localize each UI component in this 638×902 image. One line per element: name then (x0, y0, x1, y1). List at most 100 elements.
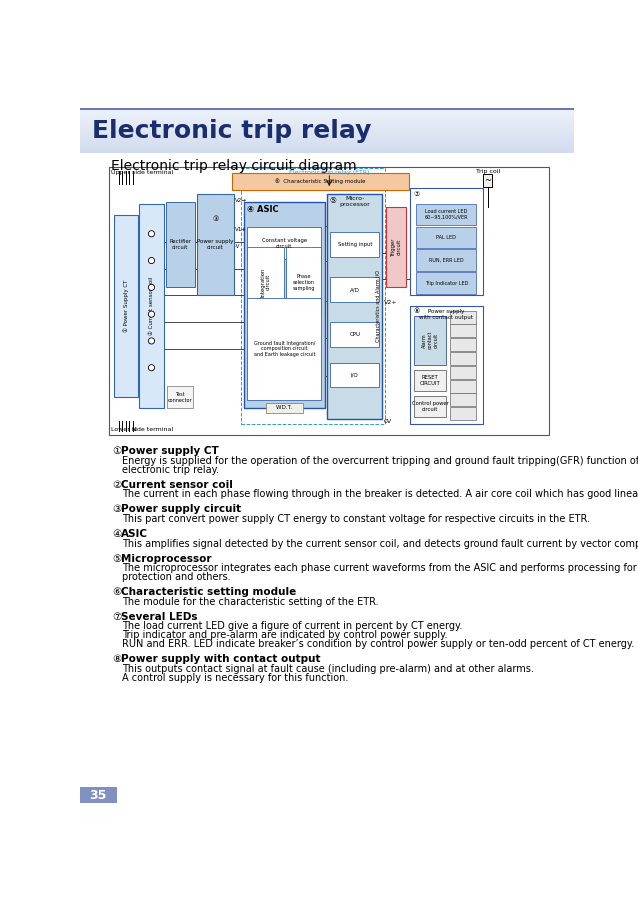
Bar (80, 121, 574, 122)
Text: Characteristics and Alarm I/O: Characteristics and Alarm I/O (376, 270, 381, 342)
Bar (416, 204, 477, 225)
Bar (80, 131, 574, 132)
Bar (109, 167, 549, 435)
Bar (416, 250, 477, 271)
Bar (80, 141, 574, 142)
Text: protection and others.: protection and others. (122, 572, 231, 582)
Bar (416, 226, 477, 248)
Bar (80, 108, 574, 109)
Bar (139, 204, 163, 408)
Text: Trigger
circuit: Trigger circuit (390, 238, 401, 256)
Text: Test
connector: Test connector (168, 391, 193, 402)
Text: Rectifier
circuit: Rectifier circuit (169, 239, 191, 250)
Text: V2→: V2→ (235, 198, 247, 203)
Bar (80, 127, 574, 128)
Text: Setting input: Setting input (338, 242, 372, 247)
Bar (80, 144, 574, 145)
Bar (248, 298, 321, 400)
Bar (80, 123, 574, 124)
Text: ASIC: ASIC (121, 529, 148, 539)
Bar (80, 119, 574, 120)
Text: Power supply CT: Power supply CT (121, 446, 219, 456)
Bar (241, 169, 385, 424)
Bar (80, 118, 574, 119)
Circle shape (149, 231, 154, 237)
Text: The load current LED give a figure of current in percent by CT energy.: The load current LED give a figure of cu… (122, 621, 463, 631)
Bar (450, 325, 477, 337)
Bar (80, 128, 574, 129)
Bar (80, 139, 574, 140)
Bar (80, 126, 574, 127)
Bar (80, 146, 574, 147)
Text: Power supply circuit: Power supply circuit (121, 504, 241, 514)
Bar (80, 133, 574, 134)
Text: A control supply is necessary for this function.: A control supply is necessary for this f… (122, 673, 349, 683)
Text: ① Power Supply CT: ① Power Supply CT (123, 280, 128, 332)
Bar (80, 144, 574, 145)
Bar (80, 151, 574, 152)
Bar (80, 149, 574, 150)
Text: RESET
CIRCUIT: RESET CIRCUIT (420, 375, 440, 386)
Text: ⑦: ⑦ (112, 612, 122, 621)
Text: RUN, ERR LED: RUN, ERR LED (429, 258, 464, 262)
Text: Electronic trip relay circuit diagram: Electronic trip relay circuit diagram (111, 159, 357, 173)
Bar (80, 114, 574, 115)
Bar (80, 124, 574, 125)
Text: A/D: A/D (350, 287, 360, 292)
Bar (232, 173, 408, 189)
Text: ~: ~ (484, 176, 491, 185)
Bar (80, 125, 574, 126)
Text: Power supply
circuit: Power supply circuit (197, 239, 234, 250)
Circle shape (149, 311, 154, 318)
Bar (80, 121, 574, 122)
Bar (80, 135, 574, 136)
Bar (80, 111, 574, 112)
Bar (80, 134, 574, 135)
Text: ⑧: ⑧ (413, 308, 419, 315)
Bar (80, 122, 574, 123)
Text: Trip coil: Trip coil (476, 169, 500, 174)
Bar (410, 306, 482, 424)
Bar (450, 393, 477, 407)
Bar (80, 151, 574, 152)
Bar (80, 150, 574, 151)
Text: ② Current sensor coil: ② Current sensor coil (149, 277, 154, 336)
Text: The microprocessor integrates each phase current waveforms from the ASIC and per: The microprocessor integrates each phase… (122, 564, 638, 574)
Text: The current in each phase flowing through in the breaker is detected. A air core: The current in each phase flowing throug… (122, 490, 638, 500)
Bar (450, 380, 477, 392)
Bar (80, 111, 574, 112)
Bar (80, 134, 574, 135)
Bar (80, 137, 574, 138)
Bar (166, 201, 195, 288)
Bar (80, 110, 574, 111)
Bar (414, 396, 447, 417)
Bar (80, 115, 574, 116)
Circle shape (149, 338, 154, 344)
Bar (80, 118, 574, 119)
Bar (80, 787, 117, 803)
Text: Several LEDs: Several LEDs (121, 612, 197, 621)
Text: Upper side terminal: Upper side terminal (112, 170, 174, 175)
Bar (266, 402, 302, 413)
Bar (80, 108, 574, 109)
Text: electronic trip relay.: electronic trip relay. (122, 465, 219, 474)
Text: Current sensor coil: Current sensor coil (121, 480, 233, 490)
Text: This part convert power supply CT energy to constant voltage for respective circ: This part convert power supply CT energy… (122, 514, 590, 524)
Bar (80, 139, 574, 140)
Text: ⑥: ⑥ (112, 587, 122, 597)
Bar (330, 233, 379, 256)
Circle shape (149, 257, 154, 263)
Bar (450, 338, 477, 351)
Text: N: N (131, 427, 136, 432)
Bar (80, 124, 574, 125)
Bar (80, 127, 574, 128)
Bar (80, 113, 574, 114)
Bar (80, 148, 574, 149)
Text: Ground fault Integration/
composition circuit
and Earth leakage circuit: Ground fault Integration/ composition ci… (253, 341, 315, 357)
Bar (80, 112, 574, 113)
Bar (80, 143, 574, 144)
Bar (80, 130, 574, 131)
Bar (80, 116, 574, 117)
Bar (80, 138, 574, 139)
Bar (80, 123, 574, 124)
